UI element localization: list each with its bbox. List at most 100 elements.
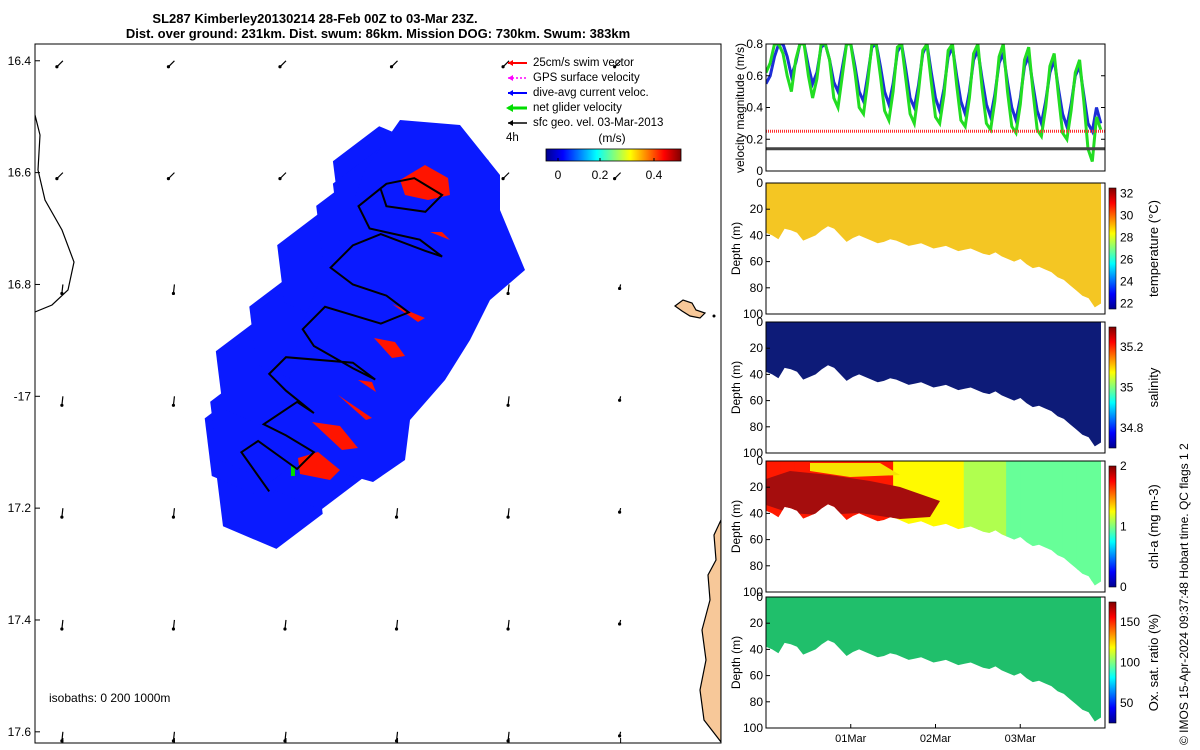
- time-tick-label: 02Mar: [920, 733, 952, 745]
- map-xtick-label: 121.4: [271, 748, 301, 750]
- map-panel: 121 121.2 121.4 121.6 121.8 122 16.4 16.6 16.8 -…: [8, 43, 722, 750]
- temperature-colorbar: [1108, 187, 1117, 310]
- geo-velocity-arrow: [171, 284, 176, 296]
- oxygen-field: [766, 597, 1101, 722]
- map-colorbar-tick-label: 0.2: [592, 168, 609, 182]
- geo-velocity-arrow: [506, 508, 510, 519]
- temperature-ytick-label: 80: [750, 281, 764, 295]
- time-tick-label: 03Mar: [1005, 733, 1037, 745]
- temperature-ytick-label: 20: [750, 202, 764, 216]
- chla-frame: [765, 460, 1106, 593]
- chla-colorbar: [1108, 465, 1117, 588]
- salinity-field: [766, 322, 1101, 447]
- map-xtick-label: 121.8: [494, 748, 524, 750]
- geo-velocity-arrow: [283, 619, 287, 631]
- oxygen-colorbar-tick: 150: [1120, 615, 1140, 629]
- chla-field: [766, 461, 1101, 586]
- map-colorbar: [545, 148, 682, 162]
- legend-swim: 25cm/s swim vector: [508, 57, 634, 69]
- salinity-ytick-label: 100: [743, 446, 763, 460]
- legend-swim-label: 25cm/s swim vector: [533, 57, 634, 69]
- geo-velocity-arrow: [60, 284, 64, 296]
- islet: [712, 314, 716, 318]
- geo-velocity-arrow: [171, 396, 176, 407]
- geo-velocity-arrow: [394, 508, 399, 519]
- salinity-colorbar-tick: 35: [1120, 381, 1134, 395]
- salinity-ytick-label: 60: [750, 394, 764, 408]
- temperature-colorbar-tick: 24: [1120, 275, 1134, 289]
- map-ytick-label: 16.4: [8, 54, 32, 68]
- oxygen-ytick-label: 20: [750, 616, 764, 630]
- chla-maximum-layer: [766, 471, 940, 519]
- swim-vector-fan: [312, 422, 358, 450]
- map-legend: 25cm/s swim vector GPS surface velocity …: [506, 57, 682, 182]
- chla-cell: [1020, 461, 1036, 586]
- map-xtick-label: 121.6: [383, 748, 413, 750]
- swim-vector-fan: [358, 380, 376, 392]
- salinity-frame: [765, 321, 1106, 454]
- section-chla: 0 20 40 60 80 100 Depth (m) 0 1 2 chl-a (mg m-3): [729, 454, 1161, 599]
- oxygen-ytick-label: 80: [750, 695, 764, 709]
- oxygen-ytick-label: 60: [750, 669, 764, 683]
- map-ytick-label: 17.4: [8, 613, 32, 627]
- chla-ytick-label: 60: [750, 533, 764, 547]
- chla-cell: [977, 461, 993, 586]
- chla-cell: [1062, 461, 1078, 586]
- legend-net: net glider velocity: [506, 102, 622, 114]
- map-xtick-label: 121.2: [159, 748, 189, 750]
- chla-cell: [921, 461, 937, 586]
- velocity-ytick-label: 0.8: [746, 37, 763, 51]
- oxygen-ytick-label: 40: [750, 642, 764, 656]
- geo-velocity-arrow: [501, 172, 510, 181]
- legend-4h: 4h: [506, 132, 519, 144]
- geo-velocity-arrow: [55, 60, 64, 69]
- chla-cell: [907, 461, 923, 586]
- dive-avg-current-patches: [204, 120, 525, 549]
- oxygen-colorbar: [1108, 601, 1117, 724]
- salinity-ytick-label: 20: [750, 341, 764, 355]
- swim-vector-fan: [430, 232, 450, 240]
- geo-velocity-arrow: [618, 619, 622, 626]
- chla-cell: [963, 461, 979, 586]
- oxygen-ytick-label: 100: [743, 721, 763, 735]
- legend-dive: dive-avg current veloc.: [508, 87, 649, 99]
- legend-net-label: net glider velocity: [533, 102, 622, 114]
- geo-velocity-arrow: [618, 507, 622, 514]
- coastline-west: [35, 114, 75, 313]
- map-colorbar-tick-label: 0: [555, 168, 562, 182]
- velocity-line: [766, 44, 1103, 162]
- chla-cell: [1090, 461, 1101, 586]
- legend-gps-label: GPS surface velocity: [533, 72, 640, 84]
- dive-avg-swath: [272, 120, 525, 482]
- map-xtick-label: 121: [53, 748, 73, 750]
- map-ytick-label: 17.6: [8, 725, 32, 739]
- velocity-y-axis: 0 0.2 0.4 0.6 0.8: [746, 37, 1105, 178]
- temperature-colorbar-tick: 28: [1120, 231, 1134, 245]
- title-line-2: Dist. over ground: 231km. Dist. swum: 86…: [126, 26, 630, 41]
- map-colorbar-ticks: 0 0.2 0.4: [555, 158, 663, 182]
- geo-velocity-arrow: [171, 508, 176, 519]
- salinity-colorbar: [1108, 326, 1117, 449]
- salinity-colorbar-tick: 35.2: [1120, 340, 1144, 354]
- chla-cell: [879, 461, 895, 586]
- land-east: [699, 519, 721, 743]
- temperature-colorbar-tick: 32: [1120, 187, 1134, 201]
- geo-velocity-arrow: [278, 60, 287, 69]
- map-frame: [34, 43, 722, 744]
- map-xtick-label: 122: [611, 748, 631, 750]
- chla-colorbar-tick: 1: [1120, 520, 1127, 534]
- chla-ytick-label: 40: [750, 506, 764, 520]
- chla-cell: [893, 461, 909, 586]
- chla-cell: [992, 461, 1008, 586]
- chla-colorbar-label: chl-a (mg m-3): [1146, 484, 1161, 569]
- temperature-colorbar-tick: 22: [1120, 297, 1134, 311]
- chla-colorbar-tick: 0: [1120, 580, 1127, 594]
- geo-velocity-arrow: [613, 60, 622, 69]
- temperature-field: [766, 183, 1101, 308]
- chla-upper-layer: [810, 463, 900, 477]
- map-y-axis: 16.4 16.6 16.8 -17 17.2 17.4 17.6: [8, 54, 40, 739]
- chla-cell: [1076, 461, 1092, 586]
- temperature-ytick-label: 60: [750, 255, 764, 269]
- map-ytick-label: 16.6: [8, 166, 32, 180]
